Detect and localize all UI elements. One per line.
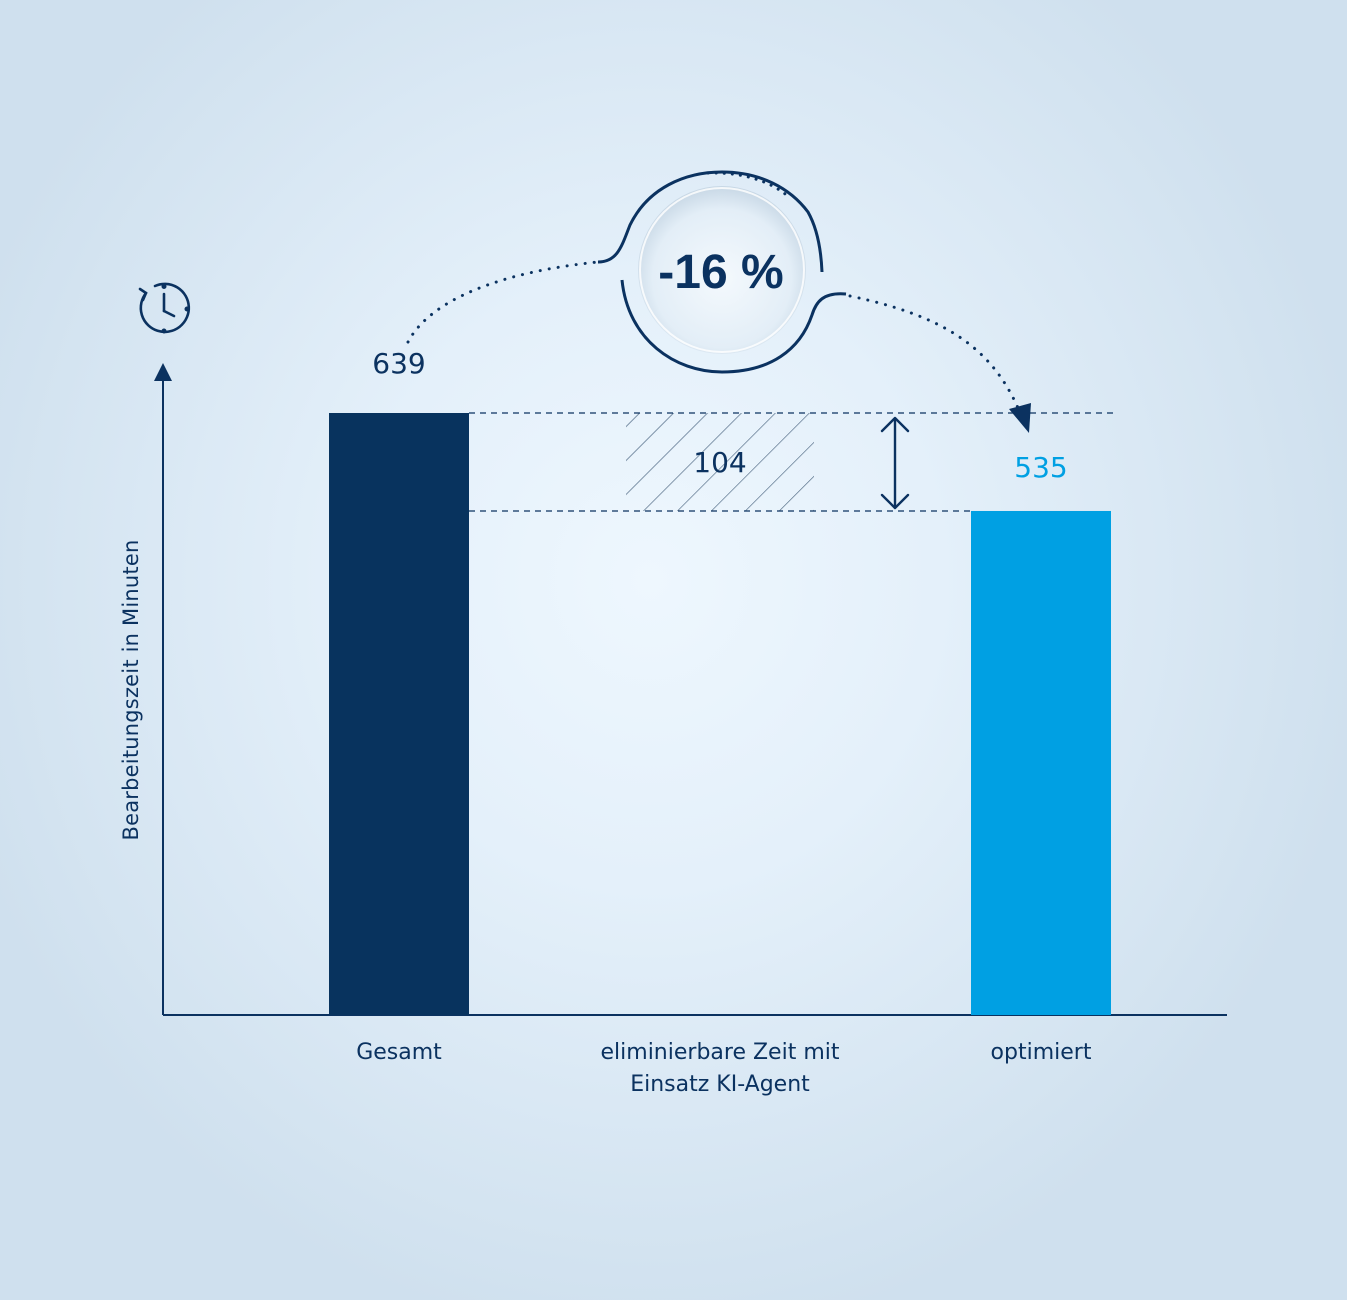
value-label-gesamt: 639 [372, 347, 425, 380]
category-label-optimiert: optimiert [990, 1040, 1092, 1065]
bar-eliminierbare-zeit [626, 413, 814, 511]
category-label-gesamt: Gesamt [356, 1040, 442, 1065]
clock-icon [138, 282, 191, 334]
y-axis-title: Bearbeitungszeit in Minuten [119, 539, 143, 841]
connector-arc-left [406, 260, 600, 344]
connector-arc-right [848, 294, 1020, 410]
value-label-optimiert: 535 [1014, 451, 1067, 484]
reduction-badge: -16 % [597, 170, 847, 374]
value-label-eliminierbare-zeit: 104 [693, 446, 746, 479]
double-arrow-icon [880, 416, 910, 510]
bar-gesamt [329, 413, 469, 1015]
reduction-label: -16 % [658, 246, 783, 299]
category-label-eliminierbare-zeit: eliminierbare Zeit mit Einsatz KI-Agent [600, 1040, 840, 1097]
bar-optimiert [971, 510, 1111, 1015]
connector-arrowhead [1009, 403, 1031, 433]
